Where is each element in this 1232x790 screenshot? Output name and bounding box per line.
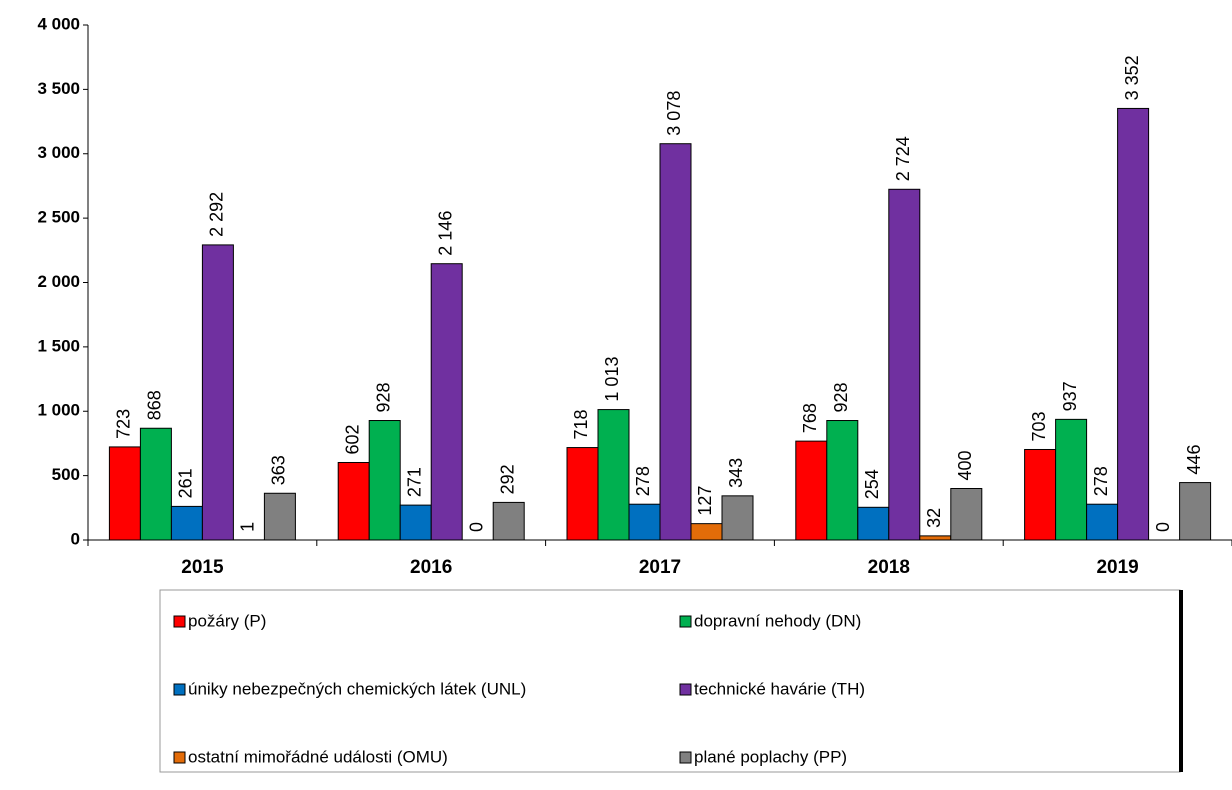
bar [1180, 483, 1211, 540]
legend-swatch [680, 752, 691, 763]
value-label: 868 [145, 390, 165, 420]
value-label: 261 [176, 468, 196, 498]
y-tick-label: 2 000 [37, 272, 80, 291]
value-label: 254 [862, 469, 882, 499]
y-tick-label: 500 [52, 465, 80, 484]
x-tick-label: 2016 [410, 557, 452, 578]
value-label: 928 [831, 382, 851, 412]
value-label: 2 724 [893, 136, 913, 181]
legend-label: úniky nebezpečných chemických látek (UNL… [188, 679, 526, 698]
bar [1056, 419, 1087, 540]
y-tick-label: 1 500 [37, 336, 80, 355]
legend-swatch [680, 616, 691, 627]
bar [1087, 504, 1118, 540]
legend-swatch [174, 752, 185, 763]
value-label: 1 013 [602, 357, 622, 402]
value-label: 292 [497, 464, 517, 494]
bar [369, 421, 400, 540]
bar [660, 144, 691, 540]
value-label: 278 [633, 466, 653, 496]
value-label: 127 [695, 486, 715, 516]
y-tick-label: 1 000 [37, 401, 80, 420]
bar [431, 264, 462, 540]
bar [722, 496, 753, 540]
value-label: 271 [404, 467, 424, 497]
bar [951, 489, 982, 541]
value-label: 768 [800, 403, 820, 433]
bar [109, 447, 140, 540]
legend-swatch [174, 616, 185, 627]
bar [400, 505, 431, 540]
x-tick-label: 2015 [181, 557, 224, 578]
bar [1118, 108, 1149, 540]
bar [493, 502, 524, 540]
y-tick-label: 4 000 [37, 14, 80, 33]
bar [171, 506, 202, 540]
bar [338, 462, 369, 540]
bar [140, 428, 171, 540]
value-label: 363 [269, 455, 289, 485]
value-label: 602 [342, 424, 362, 454]
y-tick-label: 3 000 [37, 143, 80, 162]
value-label: 400 [955, 450, 975, 480]
value-label: 2 292 [207, 192, 227, 237]
y-tick-label: 2 500 [37, 208, 80, 227]
value-label: 446 [1184, 445, 1204, 475]
y-tick-label: 0 [71, 529, 80, 548]
bar [796, 441, 827, 540]
value-label: 278 [1091, 466, 1111, 496]
value-label: 3 352 [1122, 55, 1142, 100]
value-label: 1 [238, 522, 258, 532]
x-tick-label: 2017 [639, 557, 681, 578]
value-label: 723 [114, 409, 134, 439]
x-tick-label: 2019 [1096, 557, 1138, 578]
legend-label: požáry (P) [188, 611, 266, 630]
bar [567, 448, 598, 540]
legend-label: dopravní nehody (DN) [694, 611, 861, 630]
legend-label: plané poplachy (PP) [694, 747, 847, 766]
legend-swatch [680, 684, 691, 695]
value-label: 2 146 [435, 211, 455, 256]
y-tick-label: 3 500 [37, 79, 80, 98]
value-label: 928 [373, 382, 393, 412]
value-label: 0 [466, 522, 486, 532]
value-label: 3 078 [664, 91, 684, 136]
value-label: 718 [571, 410, 591, 440]
value-label: 0 [1153, 522, 1173, 532]
value-label: 32 [924, 508, 944, 528]
bar [691, 524, 722, 540]
legend-label: technické havárie (TH) [694, 679, 865, 698]
legend-label: ostatní mimořádné události (OMU) [188, 747, 448, 766]
x-tick-label: 2018 [868, 557, 910, 578]
value-label: 937 [1060, 381, 1080, 411]
bar [1025, 449, 1056, 540]
bar [889, 189, 920, 540]
bar [827, 421, 858, 540]
bar [202, 245, 233, 540]
bar [920, 536, 951, 540]
legend-swatch [174, 684, 185, 695]
bar [858, 507, 889, 540]
value-label: 343 [726, 458, 746, 488]
bar [264, 493, 295, 540]
bar [629, 504, 660, 540]
bar [598, 410, 629, 540]
value-label: 703 [1029, 411, 1049, 441]
